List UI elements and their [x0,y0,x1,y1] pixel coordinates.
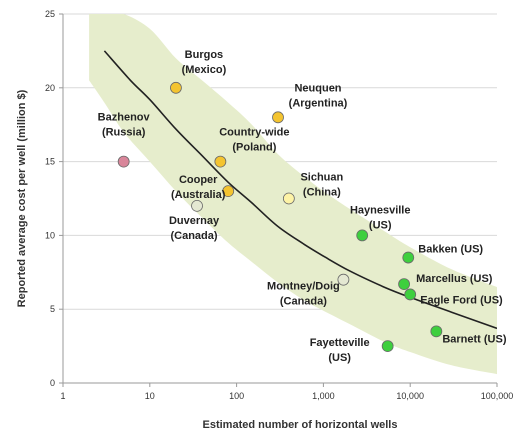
x-tick-label: 10 [145,391,155,401]
x-tick-label: 100 [229,391,244,401]
data-label-line: (Argentina) [289,97,348,109]
y-axis-title: Reported average cost per well (million … [16,89,28,307]
data-label-line: (Canada) [280,296,327,308]
data-point [381,340,394,353]
data-label-line: Bazhenov [98,112,151,124]
data-point [170,81,182,94]
data-label-line: Burgos [185,49,224,61]
data-label-line: Sichuan [300,172,343,184]
data-label-line: (US) [369,219,392,231]
data-label-line: (Russia) [102,127,146,139]
data-label-line: Haynesville [350,204,411,216]
data-label-line: Eagle Ford (US) [420,294,503,306]
data-label-line: Bakken (US) [418,244,483,256]
x-tick-label: 100,000 [481,391,514,401]
y-tick-label: 25 [45,9,55,19]
data-point [222,185,235,198]
y-tick-label: 15 [45,157,55,167]
uncertainty-band [89,14,497,375]
data-point [282,192,295,205]
data-point [191,199,203,212]
data-label-line: (US) [328,352,351,364]
data-label-line: Fayetteville [310,337,370,349]
data-label-line: Marcellus (US) [416,273,493,285]
axes [59,13,498,387]
data-point [404,288,417,301]
data-label-line: Montney/Doig [267,281,340,293]
data-label-line: (China) [303,187,341,199]
point-labels: Bazhenov (Russia) Burgos (Mexico) Neuquen (Ar… [98,49,507,364]
x-axis-title: Estimated number of horizontal wells [203,419,398,431]
data-label: Barnett (US) [442,333,507,345]
y-tick-label: 0 [50,378,55,388]
data-label: Neuquen (Argentina) [289,82,348,109]
x-tick-label: 1,000 [312,391,335,401]
data-label: Burgos (Mexico) [182,49,227,76]
uncertainty-band-layer [89,14,497,375]
data-point [337,273,350,286]
data-label: Haynesville (US) [350,204,411,231]
x-tick-label: 10,000 [396,391,424,401]
data-label: Marcellus (US) [416,273,493,285]
data-point [356,229,369,242]
data-point [272,111,284,124]
data-label-line: Country-wide [219,127,289,139]
x-tick-label: 1 [60,391,65,401]
data-label-line: Neuquen [294,82,341,94]
y-tick-label: 5 [50,304,55,314]
data-label: Fayetteville (US) [310,337,370,364]
data-label-line: Duvernay [169,215,220,227]
data-point [398,278,410,291]
y-tick-label: 20 [45,83,55,93]
data-points [117,81,443,353]
data-label-line: (Mexico) [182,64,227,76]
data-label-line: Cooper [179,174,218,186]
data-point [117,155,130,168]
data-label-line: (Poland) [232,142,276,154]
data-label: Eagle Ford (US) [420,294,503,306]
data-label: Country-wide (Poland) [219,127,289,154]
data-point [430,325,443,338]
data-label: Cooper (Australia) [171,174,226,201]
data-point [402,251,415,264]
data-label-line: (Canada) [170,230,217,242]
data-label-line: (Australia) [171,189,226,201]
trend-curve [103,50,497,330]
data-label-line: Barnett (US) [442,333,507,345]
data-label: Montney/Doig (Canada) [267,281,340,308]
data-label: Duvernay (Canada) [169,215,220,242]
y-tick-label: 10 [45,230,55,240]
data-point [214,155,227,168]
data-label: Bazhenov (Russia) [98,112,151,139]
tick-labels: 0 5 10 15 20 25 1 10 100 1,000 10,000 100,000 [45,9,513,401]
trend-curve-layer [103,50,497,330]
data-label: Sichuan (China) [300,172,343,199]
data-label: Bakken (US) [418,244,483,256]
